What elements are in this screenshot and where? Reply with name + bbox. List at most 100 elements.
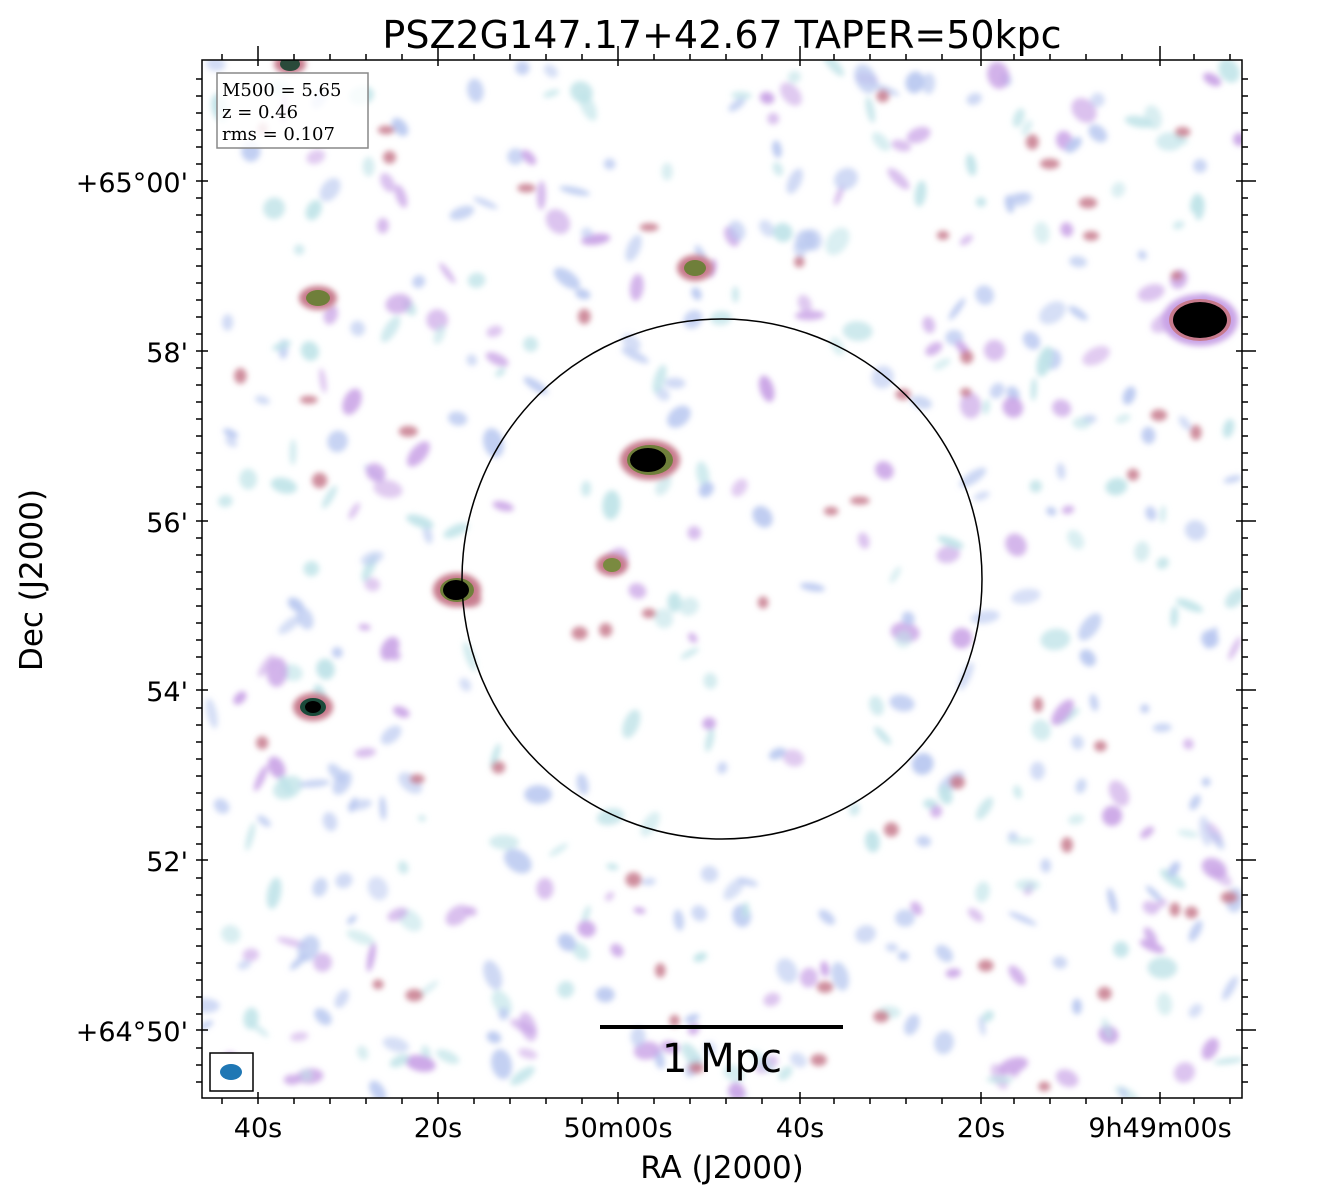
noise-blob [366,942,376,972]
noise-blob [515,60,530,76]
x-tick-label: 20s [414,1113,462,1144]
noise-blob [629,273,644,301]
noise-blob [391,651,401,661]
noise-blob [758,375,775,402]
noise-blob [1143,927,1158,945]
noise-blob [869,695,884,716]
noise-knot [372,979,384,990]
noise-blob [436,1049,460,1065]
beam-indicator [209,1052,254,1092]
noise-blob [728,220,746,241]
x-tick-label: 40s [234,1113,282,1144]
y-tick-label: +64°50' [76,1017,188,1048]
noise-blob [664,377,686,389]
noise-blob [1078,613,1102,641]
noise-blob [549,843,568,857]
noise-blob [1022,331,1041,350]
noise-blob [482,428,504,458]
noise-blob [834,167,858,191]
noise-blob [346,929,375,946]
noise-blob [1071,97,1097,123]
noise-blob [545,208,571,235]
noise-blob [772,161,784,176]
noise-blob [490,743,501,770]
noise-blob [360,551,384,566]
noise-blob [1113,941,1129,958]
noise-blob [934,1030,954,1055]
noise-blob [245,822,256,851]
noise-blob [1156,557,1169,570]
noise-blob [855,925,876,944]
noise-blob [951,627,973,649]
noise-blob [576,773,589,795]
noise-blob [491,1048,513,1080]
noise-blob [933,358,951,370]
noise-blob [1201,857,1227,879]
noise-knot [1126,468,1140,481]
noise-blob [1140,704,1150,714]
noise-knot [873,1010,890,1023]
noise-blob [536,180,546,210]
noise-blob [300,1068,313,1082]
noise-knot [669,1014,680,1027]
noise-blob [894,909,915,927]
noise-blob [1193,158,1207,173]
noise-blob [901,611,915,626]
noise-blob [257,815,271,827]
noise-blob [1008,965,1026,986]
source-top-edge [274,60,306,74]
noise-blob [731,91,752,100]
noise-blob [894,630,912,648]
noise-blob [1010,1068,1020,1078]
noise-blob [202,998,220,1013]
noise-blob [654,608,674,629]
noise-blob [1142,900,1159,915]
noise-blob [254,395,270,405]
noise-blob [799,967,818,988]
noise-blob [225,436,238,448]
noise-blob [571,942,590,961]
noise-blob [334,989,350,1009]
source-north [677,255,713,281]
noise-blob [897,951,909,961]
noise-blob [857,532,870,549]
noise-blob [773,222,793,243]
noise-blob [885,943,899,953]
noise-blob [486,325,503,338]
noise-blob [1039,301,1066,325]
noise-blob [362,156,375,177]
noise-blob [797,294,812,313]
noise-blob [503,848,532,874]
noise-blob [640,811,660,837]
noise-blob [728,1082,746,1098]
noise-blob [667,592,682,613]
noise-blob [1145,506,1157,521]
noise-blob [959,234,973,246]
noise-knot [398,425,418,437]
noise-blob [873,726,892,745]
noise-blob [518,1048,538,1060]
noise-blob [335,872,353,889]
noise-knot [577,308,591,325]
noise-blob [687,632,698,644]
noise-blob [975,285,995,305]
noise-blob [606,863,619,871]
noise-blob [445,904,470,926]
noise-blob [267,756,286,779]
noise-blob [938,785,953,805]
noise-blob [1183,738,1194,750]
noise-blob [316,658,335,680]
noise-blob [1189,794,1201,811]
noise-blob [358,623,371,631]
x-tick-labels: 40s 20s 50m00s 40s 20s 9h49m00s [234,1113,1232,1144]
noise-blob [1145,885,1163,903]
noise-knot [639,223,659,232]
noise-blob [1115,413,1131,424]
noise-blob [459,677,472,692]
noise-blob [625,234,642,262]
noise-blob [1204,626,1218,649]
noise-blob [1137,283,1165,302]
noise-blob [1222,418,1235,438]
noise-blob [1075,778,1087,794]
noise-knot [655,963,666,978]
